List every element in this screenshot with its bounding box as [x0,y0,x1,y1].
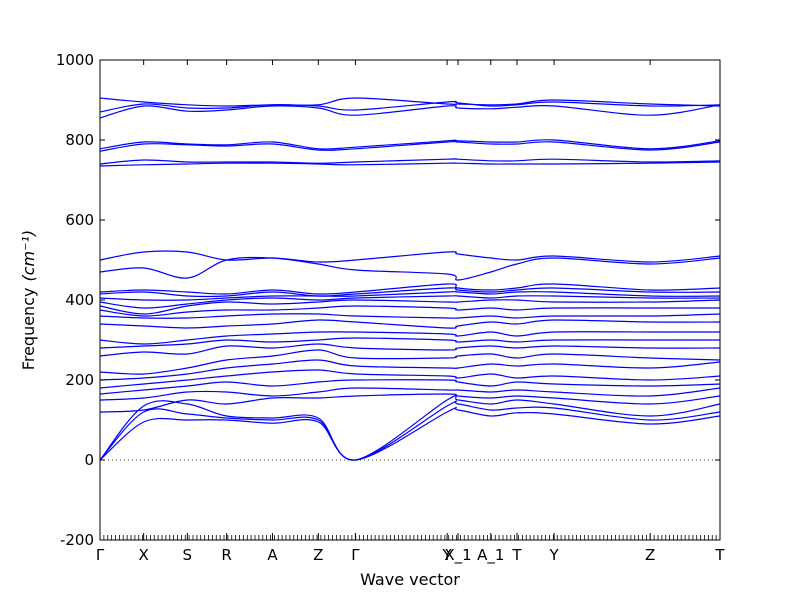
band-line [100,158,720,165]
band-line [100,379,720,395]
x-tick-label: Y [548,546,559,564]
y-axis-label-unit: (cm⁻¹) [19,230,38,282]
band-line [100,369,720,389]
x-tick-label: R [221,546,231,564]
x-tick-label: T [511,546,522,564]
band-line [100,313,720,319]
y-tick-label: 800 [65,131,94,149]
band-line [100,97,720,107]
y-axis-label: Frequency (cm⁻¹) [19,230,38,370]
band-line [100,406,720,461]
band-line [100,349,720,375]
band-line [100,359,720,381]
band-line [100,343,720,357]
y-tick-label: 200 [65,371,94,389]
x-axis-label: Wave vector [360,570,460,589]
y-axis-ticks: -200 0 200 400 600 800 1000 [56,51,720,549]
band-line [100,295,720,309]
x-tick-label: Z [645,546,655,564]
x-tick-label: A [267,546,278,564]
x-tick-label: X_1 [444,546,471,565]
band-line [100,331,720,345]
band-line [100,100,720,113]
band-line [100,161,720,167]
band-line [100,140,720,152]
dispersion-curves [100,97,720,461]
x-tick-label: A_1 [477,546,504,565]
band-line [100,287,720,298]
x-tick-label: Y [442,546,453,564]
band-line [100,299,720,315]
y-tick-label: 600 [65,211,94,229]
band-line [100,319,720,329]
y-axis-label-text: Frequency [19,288,38,371]
band-line [100,139,720,150]
band-line [100,250,720,263]
x-axis-ticks: Γ X S R A Z Γ YX_1 A_1 T Y Z T [96,60,725,565]
band-line [100,337,720,349]
band-line [100,104,720,119]
x-tick-label: Γ [351,546,360,564]
x-tick-label: T [714,546,725,564]
y-tick-label: 400 [65,291,94,309]
y-tick-label: -200 [60,531,94,549]
x-tick-label: X [139,546,149,564]
band-line [100,400,720,461]
band-line [100,387,720,401]
band-line [100,305,720,317]
x-tick-label: Z [313,546,323,564]
band-line [100,256,720,281]
y-tick-label: 1000 [56,51,94,69]
y-tick-label: 0 [84,451,94,469]
band-line [100,394,720,461]
x-tick-label: S [183,546,193,564]
x-tick-label: Γ [96,546,105,564]
band-line [100,393,720,413]
band-line [100,283,720,295]
band-line [100,291,720,301]
